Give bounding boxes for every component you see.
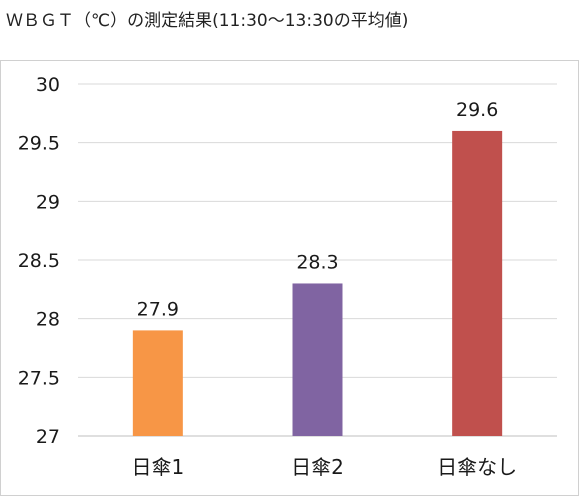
y-tick-label: 28.5 bbox=[18, 250, 60, 272]
y-tick-label: 27 bbox=[36, 426, 60, 448]
bar bbox=[132, 330, 183, 436]
bar bbox=[452, 130, 503, 436]
x-tick-label: 日傘2 bbox=[291, 455, 344, 479]
bar bbox=[292, 283, 343, 436]
y-tick-label: 28 bbox=[36, 309, 60, 331]
y-tick-label: 29 bbox=[36, 191, 60, 213]
x-tick-label: 日傘なし bbox=[437, 455, 517, 479]
data-label: 28.3 bbox=[296, 251, 338, 273]
data-label: 29.6 bbox=[456, 99, 498, 121]
y-tick-label: 29.5 bbox=[18, 133, 60, 155]
y-tick-label: 27.5 bbox=[18, 367, 60, 389]
data-label: 27.9 bbox=[137, 298, 179, 320]
x-tick-label: 日傘1 bbox=[131, 455, 184, 479]
y-tick-label: 30 bbox=[36, 74, 60, 96]
chart-title: ＷＢＧＴ（℃）の測定結果(11:30～13:30の平均値) bbox=[6, 11, 409, 31]
